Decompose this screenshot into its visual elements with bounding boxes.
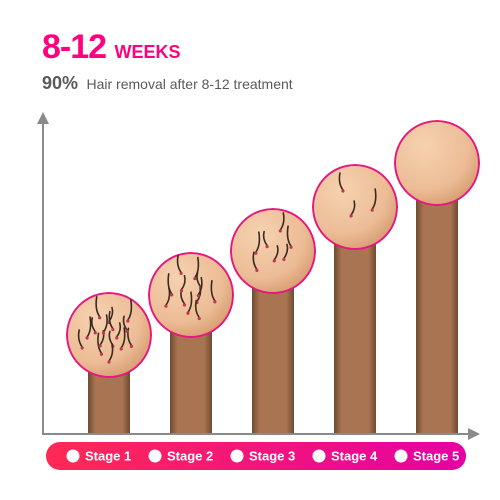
subheadline: 90% Hair removal after 8-12 treatment (42, 73, 293, 94)
track-dot-stage-3 (231, 450, 244, 463)
bar-chart (42, 120, 472, 435)
track-dot-stage-2 (149, 450, 162, 463)
hair-circle-stage-4 (312, 164, 398, 250)
y-axis (42, 114, 44, 435)
hair-circle-stage-3 (230, 208, 316, 294)
track-label-stage-1: Stage 1 (85, 449, 131, 464)
track-dot-stage-1 (67, 450, 80, 463)
track-label-stage-5: Stage 5 (413, 449, 459, 464)
hair-circle-stage-1 (66, 292, 152, 378)
hair-circle-stage-5 (394, 120, 480, 206)
headline: 8-12 WEEKS (42, 28, 293, 67)
track-dot-stage-4 (313, 450, 326, 463)
x-axis (42, 433, 478, 435)
hair-circle-stage-2 (148, 252, 234, 338)
track-label-stage-4: Stage 4 (331, 449, 377, 464)
header: 8-12 WEEKS 90% Hair removal after 8-12 t… (42, 28, 293, 94)
headline-weeks-number: 8-12 (42, 28, 106, 67)
track-label-stage-3: Stage 3 (249, 449, 295, 464)
track-label-stage-2: Stage 2 (167, 449, 213, 464)
headline-weeks-unit: WEEKS (115, 42, 181, 63)
track-dot-stage-5 (395, 450, 408, 463)
subhead-text: Hair removal after 8-12 treatment (86, 76, 292, 92)
stage-track: Stage 1 Stage 2 Stage 3 Stage 4 Stage 5 (46, 442, 466, 470)
subhead-percent: 90% (42, 73, 78, 94)
